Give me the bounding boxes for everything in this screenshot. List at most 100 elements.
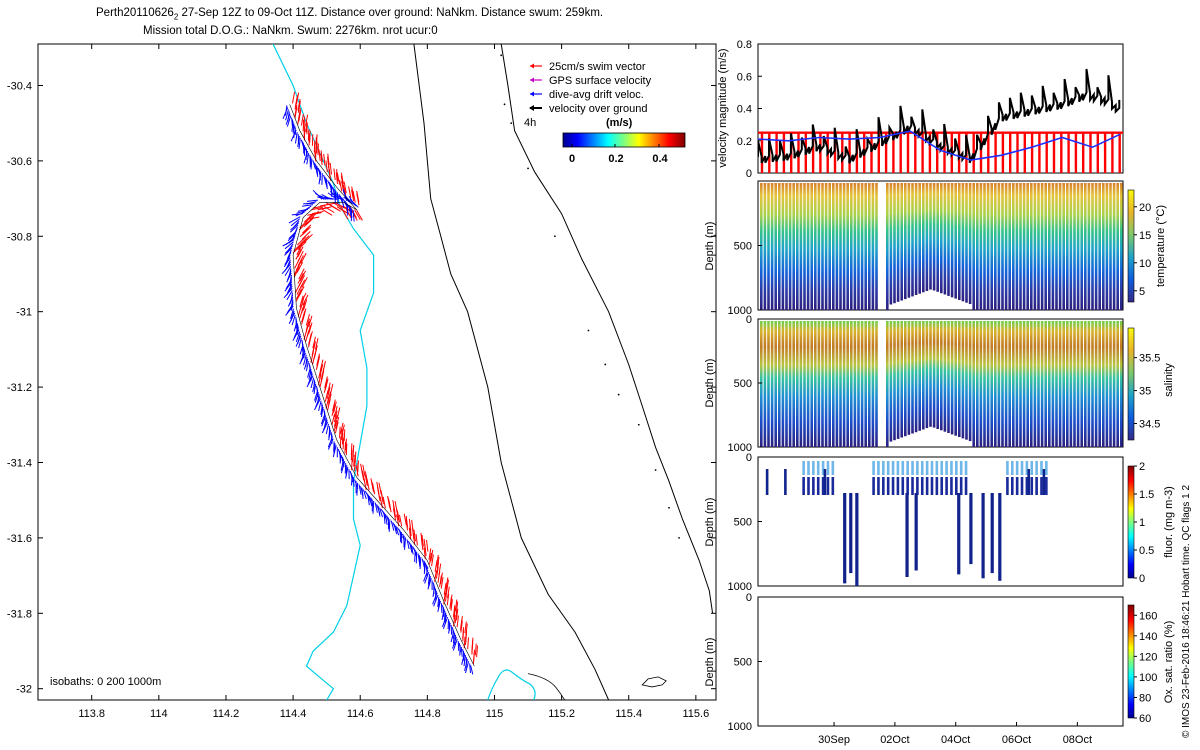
island: [668, 506, 670, 509]
profile-column: [806, 321, 810, 447]
swim-vector: [426, 539, 429, 552]
swim-vector: [301, 313, 306, 325]
swim-vector: [409, 524, 412, 537]
profile-column: [817, 183, 821, 310]
drift-vector: [312, 160, 316, 170]
drift-vector: [299, 344, 304, 355]
salinity-panel[interactable]: 0 500 1000 Depth (m) 34.5 35 35.5 salinity: [704, 314, 1175, 454]
swim-vector: [334, 201, 346, 209]
swim-vector: [446, 593, 450, 606]
swim-vector: [354, 209, 361, 220]
drift-vector: [286, 115, 292, 127]
fluor-surface-mark: [920, 461, 924, 475]
drift-vector: [379, 507, 383, 518]
vel-y-tick-label: 0.8: [737, 39, 752, 51]
drift-vector: [298, 337, 302, 349]
drift-vector: [457, 640, 460, 651]
profile-column: [1026, 321, 1029, 447]
oxygen-panel[interactable]: 0 500 1000 30Sep 02Oct 04Oct 06Oct 08Oct Depth …: [704, 592, 1175, 746]
drift-vectors: [281, 105, 474, 675]
swim-vector: [460, 618, 463, 631]
swim-vector: [343, 181, 347, 194]
fluor-subsurface-mark: [877, 477, 880, 495]
fluor-subsurface-mark: [1045, 477, 1048, 495]
title-prefix: Perth20110626: [96, 7, 174, 19]
drift-vector: [342, 188, 348, 201]
profile-column: [1030, 183, 1033, 310]
drift-vector: [284, 241, 294, 250]
profile-column: [788, 321, 792, 447]
fluor-deep-profile: [981, 493, 985, 579]
swim-vector: [336, 173, 341, 185]
colorbar-tick-label: 15: [1139, 230, 1151, 242]
vel-y-tick-label: 0.4: [737, 104, 752, 116]
profile-column: [914, 321, 918, 433]
fluor-subsurface-mark: [882, 477, 885, 495]
drift-vector: [414, 549, 416, 562]
map-y-tick-label: -30.8: [7, 231, 32, 243]
profile-column: [922, 183, 925, 293]
drift-vector: [327, 192, 338, 200]
fluor-subsurface-mark: [925, 477, 929, 495]
island: [527, 167, 529, 170]
drift-vector: [440, 603, 443, 613]
colorbar-tick-label: 100: [1139, 672, 1157, 684]
fluor-surface-mark: [1035, 461, 1038, 475]
profile-column: [806, 183, 810, 310]
swim-vector: [292, 244, 302, 254]
profile-column: [1109, 183, 1112, 310]
profile-column: [968, 183, 972, 304]
profile-column: [767, 183, 770, 310]
swim-vector: [320, 153, 323, 166]
profile-column: [810, 183, 813, 310]
profile-column: [1094, 183, 1098, 310]
profile-column: [835, 183, 839, 310]
legend-item-drift: dive-avg drift veloc.: [530, 89, 644, 101]
fluor-subsurface-mark: [959, 477, 963, 495]
map-y-tick-label: -30.6: [7, 156, 32, 168]
swim-vector: [437, 571, 441, 583]
profile-column: [1102, 183, 1105, 310]
profile-column: [1087, 321, 1091, 447]
swim-vector: [465, 633, 467, 646]
drift-vector: [320, 404, 323, 415]
map-x-tick-label: 114.8: [414, 708, 441, 720]
profile-column: [814, 321, 817, 447]
profile-column: [796, 183, 799, 310]
swim-vector: [293, 242, 303, 252]
drift-vector: [284, 245, 293, 254]
swim-vector: [335, 416, 340, 429]
swim-vector: [302, 294, 309, 306]
drift-vector: [334, 192, 344, 200]
profile-column: [774, 183, 777, 310]
drift-vector: [297, 135, 300, 148]
profile-column: [990, 321, 993, 447]
swim-vector: [315, 358, 320, 371]
profile-column: [778, 321, 781, 447]
swim-vector: [314, 338, 319, 350]
profile-column: [994, 321, 997, 447]
drift-vector: [295, 331, 301, 343]
swim-vector: [301, 310, 306, 323]
swim-vector: [444, 585, 448, 597]
profile-column: [1055, 321, 1058, 447]
velocity-panel[interactable]: 0 0.2 0.4 0.6 0.8 velocity magnitude (m/s): [717, 39, 1124, 180]
fluorescence-panel[interactable]: 0 500 1000 Depth (m) 0 0.5 1 1.5 2 fluor. (mg …: [704, 452, 1175, 593]
track-map[interactable]: 113.8 114 114.2 114.4 114.6 114.8 115 115.2 115.…: [7, 43, 717, 720]
temperature-panel[interactable]: 500 1000 Depth (m) 5 10 15 20 temperature (°…: [704, 180, 1167, 317]
drift-vector: [283, 257, 291, 268]
profile-column: [760, 321, 763, 447]
drift-vector: [383, 512, 386, 524]
drift-vector: [424, 571, 430, 584]
profile-column: [1069, 321, 1073, 447]
fluor-subsurface-mark: [812, 477, 815, 495]
fluor-surface-mark: [1020, 461, 1024, 475]
profile-column: [950, 183, 954, 298]
drift-vector: [321, 193, 331, 200]
speed-colorbar: [562, 132, 686, 148]
drift-vector: [318, 400, 322, 412]
drift-vector: [307, 367, 311, 378]
profile-column: [1091, 321, 1094, 447]
drift-vector: [385, 514, 388, 525]
profile-column: [1105, 321, 1109, 447]
